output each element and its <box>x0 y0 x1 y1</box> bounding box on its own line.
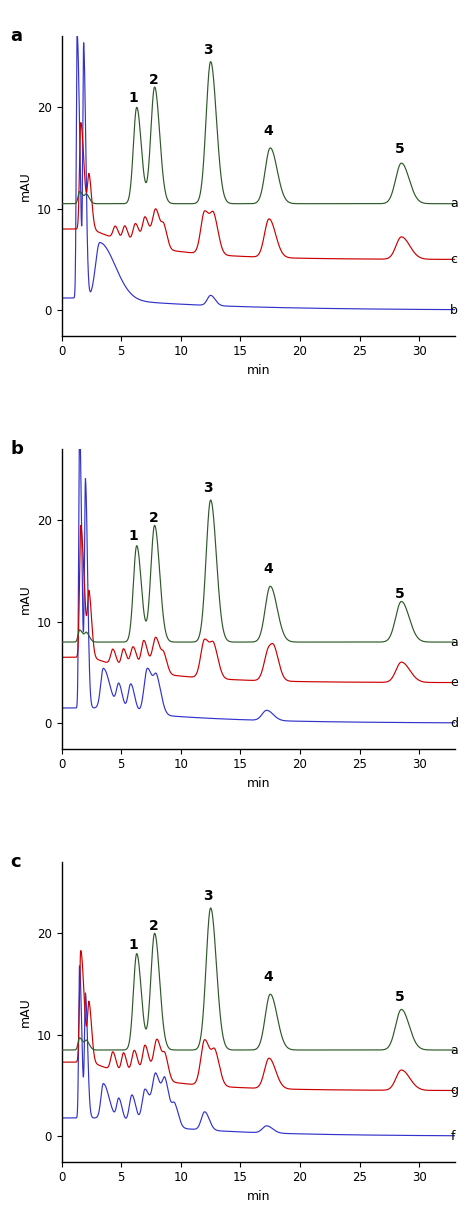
Text: c: c <box>10 853 21 871</box>
Text: 1: 1 <box>128 91 138 105</box>
Text: c: c <box>450 253 457 266</box>
Text: a: a <box>450 1043 458 1056</box>
Y-axis label: mAU: mAU <box>18 171 31 201</box>
Text: a: a <box>10 28 22 45</box>
Y-axis label: mAU: mAU <box>18 997 31 1027</box>
Text: e: e <box>450 676 458 690</box>
Text: b: b <box>450 304 458 317</box>
Text: 1: 1 <box>128 529 138 542</box>
Text: 5: 5 <box>395 990 405 1004</box>
Text: d: d <box>450 716 458 730</box>
Text: 5: 5 <box>395 588 405 601</box>
Text: b: b <box>10 440 23 459</box>
Text: a: a <box>450 197 458 211</box>
X-axis label: min: min <box>246 1189 270 1203</box>
Text: 4: 4 <box>263 123 273 138</box>
Text: 2: 2 <box>148 73 158 87</box>
Text: g: g <box>450 1084 458 1097</box>
X-axis label: min: min <box>246 364 270 376</box>
Text: 4: 4 <box>263 563 273 576</box>
Text: 4: 4 <box>263 970 273 984</box>
Text: a: a <box>450 635 458 649</box>
Text: 1: 1 <box>128 938 138 951</box>
Text: 3: 3 <box>203 42 213 57</box>
Text: 2: 2 <box>148 920 158 933</box>
X-axis label: min: min <box>246 777 270 790</box>
Text: 3: 3 <box>203 889 213 903</box>
Text: f: f <box>450 1130 455 1142</box>
Text: 5: 5 <box>395 142 405 156</box>
Y-axis label: mAU: mAU <box>18 584 31 613</box>
Text: 3: 3 <box>203 480 213 495</box>
Text: 2: 2 <box>148 512 158 525</box>
